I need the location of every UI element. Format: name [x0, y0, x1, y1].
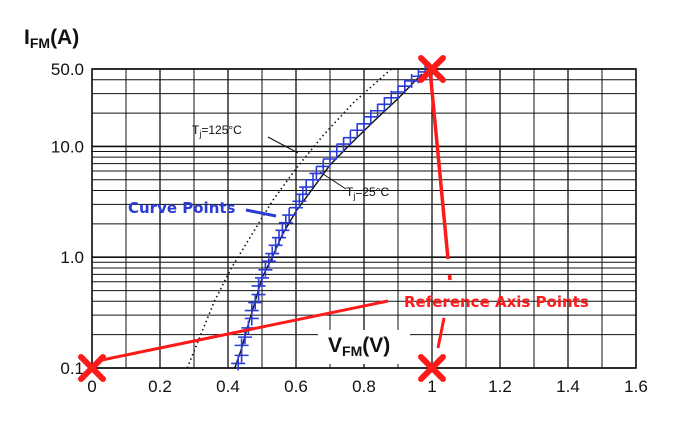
reference-leader-origin	[101, 299, 389, 362]
x-tick-label: 1.2	[488, 377, 512, 396]
tick-labels: 0 0.2 0.4 0.6 0.8 1 1.2 1.4 1.6 0.1 1.0 10.0 50.0	[51, 60, 648, 396]
curve-point	[289, 200, 303, 215]
curve-point	[268, 238, 283, 253]
curve-point	[357, 116, 371, 131]
x-axis-label: VFM(V)	[328, 334, 390, 359]
curve-point	[292, 194, 307, 209]
reference-axis-points-annotation: Reference Axis Points	[404, 293, 589, 311]
reference-axis-points	[78, 55, 452, 382]
y-tick-label: 10.0	[51, 137, 84, 156]
curve-point	[316, 159, 331, 174]
curve-point	[265, 246, 280, 261]
curve-point	[275, 223, 290, 238]
curve-125c-label: Tj=125°C	[192, 123, 242, 139]
curve-points-leader	[245, 208, 277, 218]
curve-point	[278, 215, 293, 230]
reference-leader-top	[428, 69, 452, 281]
x-tick-label: 1.4	[556, 377, 580, 396]
curve-point	[234, 338, 249, 353]
annotations: Curve Points Reference Axis Points	[128, 199, 589, 311]
y-tick-label: 50.0	[51, 60, 84, 79]
curve-point	[231, 356, 246, 371]
y-axis-label: IFM(A)	[24, 26, 79, 51]
x-tick-label: 1.6	[624, 377, 648, 396]
x-axis-label-background	[318, 330, 410, 364]
curve-point	[370, 103, 385, 118]
curve-point	[282, 208, 297, 223]
curve-point	[251, 278, 266, 293]
curve-point	[323, 152, 337, 167]
x-tick-label: 0	[87, 377, 96, 396]
curve-point	[363, 109, 378, 124]
curve-point	[258, 262, 273, 277]
curve-25c	[234, 73, 423, 369]
x-tick-label: 0.8	[352, 377, 376, 396]
grid	[91, 68, 637, 369]
curve-points-annotation: Curve Points	[128, 199, 236, 217]
curve-point	[350, 123, 365, 138]
reference-leader-bottom	[436, 317, 446, 349]
y-tick-label: 0.1	[60, 359, 84, 378]
curve-point	[329, 144, 344, 159]
curve-125c	[186, 68, 392, 369]
reference-axis-point-marker	[78, 354, 106, 382]
curve-point	[272, 230, 286, 245]
curve-point	[306, 172, 320, 187]
curve-point	[295, 187, 310, 202]
curve-point	[299, 180, 314, 195]
curve-125c-leader	[267, 136, 299, 154]
curve-points	[231, 64, 433, 371]
curve-25c-leader	[319, 171, 347, 190]
curve-point	[336, 137, 351, 152]
curve-point	[309, 166, 324, 181]
x-tick-label: 0.4	[216, 377, 240, 396]
curve-point	[377, 97, 392, 112]
curve-point	[244, 303, 259, 318]
curve-point	[261, 254, 276, 269]
curve-point	[343, 130, 358, 145]
curve-point	[384, 90, 399, 105]
x-tick-label: 1	[427, 377, 436, 396]
curve-point	[255, 270, 269, 285]
axis-labels: IFM(A) VFM(V)	[24, 26, 410, 364]
curve-point	[248, 295, 263, 310]
curves: Tj=125°C Tj=25°C	[186, 68, 423, 369]
reference-axis-point-marker	[418, 354, 446, 382]
reference-axis-point-marker	[418, 55, 446, 83]
curve-point	[238, 330, 252, 345]
y-tick-label: 1.0	[60, 248, 84, 267]
curve-25c-label: Tj=25°C	[346, 185, 389, 201]
x-tick-label: 0.6	[284, 377, 308, 396]
x-tick-label: 0.2	[148, 377, 172, 396]
curve-point	[391, 84, 405, 99]
